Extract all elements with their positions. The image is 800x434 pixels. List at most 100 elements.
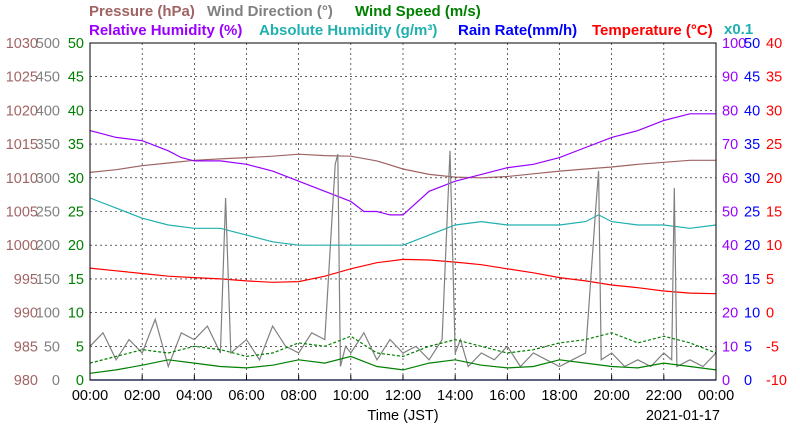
y-tick-rain_rate: 25	[744, 205, 760, 221]
x-tick-label: 06:00	[228, 388, 264, 404]
y-tick-pressure: 1000	[6, 238, 38, 254]
y-tick-humidity: 80	[722, 103, 738, 119]
y-tick-temperature: 20	[766, 171, 782, 187]
x-tick-label: 22:00	[646, 388, 682, 404]
y-tick-humidity: 30	[722, 272, 738, 288]
y-tick-humidity: 50	[722, 205, 738, 221]
y-tick-wind_direction: 150	[36, 272, 60, 288]
y-tick-rain_rate: 5	[744, 339, 752, 355]
grid	[90, 43, 716, 380]
x-tick-label: 00:00	[72, 388, 108, 404]
series-line	[89, 150, 717, 369]
y-tick-temperature: 10	[766, 238, 782, 254]
x-tick-label: 04:00	[176, 388, 212, 404]
x-tick-label: 08:00	[281, 388, 317, 404]
y-tick-rain_rate: 20	[744, 238, 760, 254]
series-line	[89, 113, 716, 216]
y-tick-wind_direction: 250	[36, 205, 60, 221]
rain-rate-header: Rain Rate(mm/h)	[458, 22, 577, 39]
abs-humidity-scale-note: x0.1	[724, 21, 753, 38]
y-tick-humidity: 20	[722, 306, 738, 322]
y-tick-pressure: 1020	[6, 103, 38, 119]
y-tick-rain_rate: 15	[744, 272, 760, 288]
y-tick-wind_speed: 30	[68, 171, 84, 187]
y-axis-ticks: 1030102510201015101010051000995990985980…	[6, 36, 787, 389]
x-tick-label: 18:00	[541, 388, 577, 404]
y-tick-wind_direction: 0	[52, 373, 60, 389]
y-tick-wind_speed: 35	[68, 137, 84, 153]
y-tick-rain_rate: 35	[744, 137, 760, 153]
y-tick-wind_speed: 20	[68, 238, 84, 254]
y-tick-wind_direction: 450	[36, 70, 60, 86]
y-tick-temperature: 5	[766, 272, 774, 288]
series-line	[89, 355, 717, 374]
y-tick-humidity: 100	[722, 36, 746, 52]
absolute-humidity-header: Absolute Humidity (g/m³)	[259, 22, 437, 39]
y-tick-wind_direction: 50	[44, 339, 60, 355]
y-tick-pressure: 990	[14, 306, 38, 322]
x-tick-label: 12:00	[385, 388, 421, 404]
date-label: 2021-01-17	[646, 408, 720, 424]
y-tick-humidity: 60	[722, 171, 738, 187]
x-axis-label: Time (JST)	[367, 408, 438, 424]
y-tick-wind_speed: 15	[68, 272, 84, 288]
y-tick-humidity: 90	[722, 70, 738, 86]
relative-humidity-header: Relative Humidity (%)	[89, 22, 242, 39]
y-tick-humidity: 0	[722, 373, 730, 389]
y-tick-rain_rate: 45	[744, 70, 760, 86]
series-line	[89, 258, 717, 295]
wind-speed-header: Wind Speed (m/s)	[355, 3, 481, 20]
y-tick-wind_direction: 500	[36, 36, 60, 52]
x-tick-label: 20:00	[594, 388, 630, 404]
y-tick-pressure: 980	[14, 373, 38, 389]
y-tick-wind_direction: 350	[36, 137, 60, 153]
y-tick-humidity: 40	[722, 238, 738, 254]
y-tick-pressure: 1010	[6, 171, 38, 187]
y-tick-temperature: 30	[766, 103, 782, 119]
x-tick-label: 10:00	[333, 388, 369, 404]
y-tick-temperature: 25	[766, 137, 782, 153]
y-tick-humidity: 10	[722, 339, 738, 355]
series-line	[89, 332, 717, 364]
y-tick-pressure: 995	[14, 272, 38, 288]
y-tick-wind_direction: 200	[36, 238, 60, 254]
wind-direction-header: Wind Direction (°)	[207, 3, 333, 20]
y-tick-temperature: -5	[766, 339, 779, 355]
series-line	[89, 197, 717, 246]
x-tick-label: 00:00	[698, 388, 734, 404]
y-tick-wind_direction: 400	[36, 103, 60, 119]
x-tick-label: 16:00	[489, 388, 525, 404]
y-tick-rain_rate: 10	[744, 306, 760, 322]
y-tick-wind_speed: 45	[68, 70, 84, 86]
y-tick-temperature: 40	[766, 36, 782, 52]
series-lines	[89, 113, 717, 381]
y-tick-pressure: 1005	[6, 205, 38, 221]
y-tick-wind_direction: 300	[36, 171, 60, 187]
y-tick-rain_rate: 30	[744, 171, 760, 187]
y-tick-wind_speed: 5	[76, 339, 84, 355]
x-tick-label: 14:00	[437, 388, 473, 404]
y-tick-rain_rate: 50	[744, 36, 760, 52]
y-tick-wind_speed: 50	[68, 36, 84, 52]
y-tick-wind_direction: 100	[36, 306, 60, 322]
pressure-header: Pressure (hPa)	[89, 3, 195, 20]
y-tick-wind_speed: 25	[68, 205, 84, 221]
y-tick-temperature: 0	[766, 306, 774, 322]
y-tick-pressure: 1030	[6, 36, 38, 52]
y-tick-pressure: 1025	[6, 70, 38, 86]
y-tick-pressure: 1015	[6, 137, 38, 153]
temperature-header: Temperature (°C)	[592, 22, 713, 39]
y-tick-wind_speed: 40	[68, 103, 84, 119]
y-tick-pressure: 985	[14, 339, 38, 355]
y-tick-temperature: -10	[766, 373, 787, 389]
y-tick-temperature: 15	[766, 205, 782, 221]
chart-headers: Pressure (hPa) Wind Direction (°) Wind S…	[89, 3, 753, 39]
y-tick-rain_rate: 0	[744, 373, 752, 389]
y-tick-wind_speed: 10	[68, 306, 84, 322]
y-tick-humidity: 70	[722, 137, 738, 153]
x-tick-label: 02:00	[124, 388, 160, 404]
y-tick-temperature: 35	[766, 70, 782, 86]
x-axis-ticks: 00:00 02:00 04:00 06:00 08:00 10:00 12:00 14:00…	[72, 375, 734, 404]
y-tick-wind_speed: 0	[76, 373, 84, 389]
